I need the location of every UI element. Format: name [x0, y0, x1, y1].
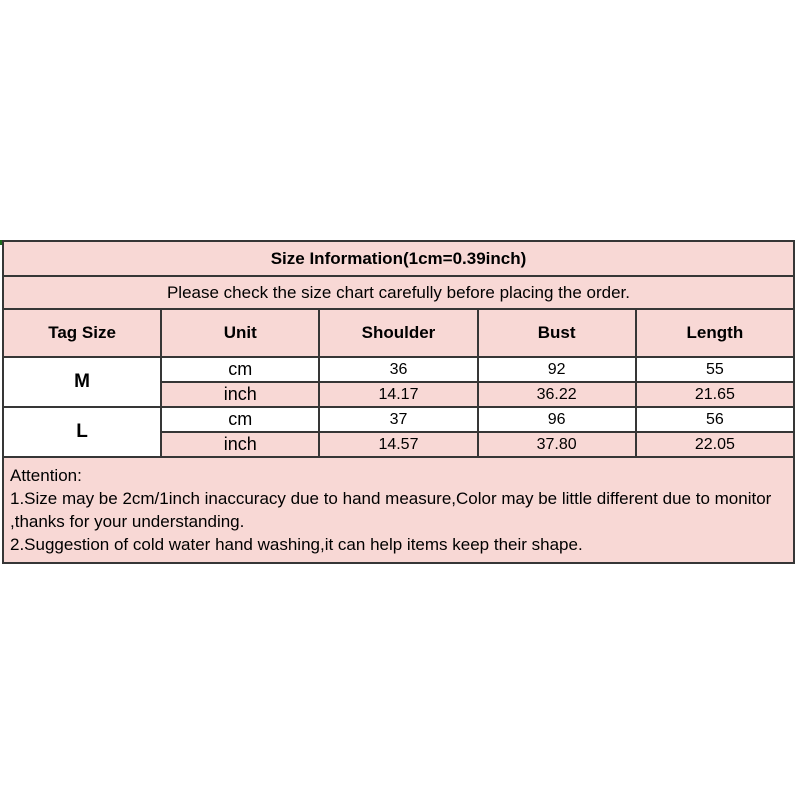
length-value: 22.05	[634, 431, 796, 458]
length-value: 55	[634, 356, 796, 383]
column-header-unit: Unit	[160, 308, 321, 358]
table-row-l-inch: inch 14.57 37.80 22.05	[3, 431, 796, 458]
size-chart: Size Information(1cm=0.39inch) Please ch…	[1, 240, 796, 564]
size-table-title-row: Size Information(1cm=0.39inch)	[2, 240, 795, 277]
shoulder-value: 36	[318, 356, 479, 383]
attention-line-1: 1.Size may be 2cm/1inch inaccuracy due t…	[10, 489, 772, 508]
size-table-title: Size Information(1cm=0.39inch)	[2, 240, 795, 277]
size-table-subtitle-row: Please check the size chart carefully be…	[2, 275, 795, 310]
size-table: Size Information(1cm=0.39inch) Please ch…	[1, 240, 796, 564]
shoulder-value: 14.17	[318, 381, 479, 408]
bust-value: 92	[476, 356, 637, 383]
attention-line-2: ,thanks for your understanding.	[10, 512, 245, 531]
bust-value: 37.80	[476, 431, 637, 458]
attention-line-3: 2.Suggestion of cold water hand washing,…	[10, 535, 583, 554]
unit-label: cm	[160, 356, 321, 383]
size-table-subtitle: Please check the size chart carefully be…	[2, 275, 795, 310]
unit-label: inch	[160, 431, 321, 458]
column-header-length: Length	[634, 308, 796, 358]
size-table-header-row: Tag Size Unit Shoulder Bust Length	[1, 308, 796, 358]
attention-note: Attention: 1.Size may be 2cm/1inch inacc…	[2, 456, 795, 564]
tag-size-m: M	[1, 356, 163, 408]
tag-size-l: L	[1, 406, 163, 458]
length-value: 56	[634, 406, 796, 433]
table-row-m-inch: inch 14.17 36.22 21.65	[3, 381, 796, 408]
column-header-shoulder: Shoulder	[318, 308, 479, 358]
table-row-m-cm: M cm 36 92 55	[1, 356, 796, 408]
unit-label: inch	[160, 381, 321, 408]
column-header-bust: Bust	[476, 308, 637, 358]
bust-value: 96	[476, 406, 637, 433]
length-value: 21.65	[634, 381, 796, 408]
attention-row: Attention: 1.Size may be 2cm/1inch inacc…	[2, 456, 795, 564]
shoulder-value: 14.57	[318, 431, 479, 458]
column-header-tag-size: Tag Size	[1, 308, 163, 358]
bust-value: 36.22	[476, 381, 637, 408]
table-row-l-cm: L cm 37 96 56	[1, 406, 796, 458]
attention-heading: Attention:	[10, 466, 82, 485]
shoulder-value: 37	[318, 406, 479, 433]
unit-label: cm	[160, 406, 321, 433]
